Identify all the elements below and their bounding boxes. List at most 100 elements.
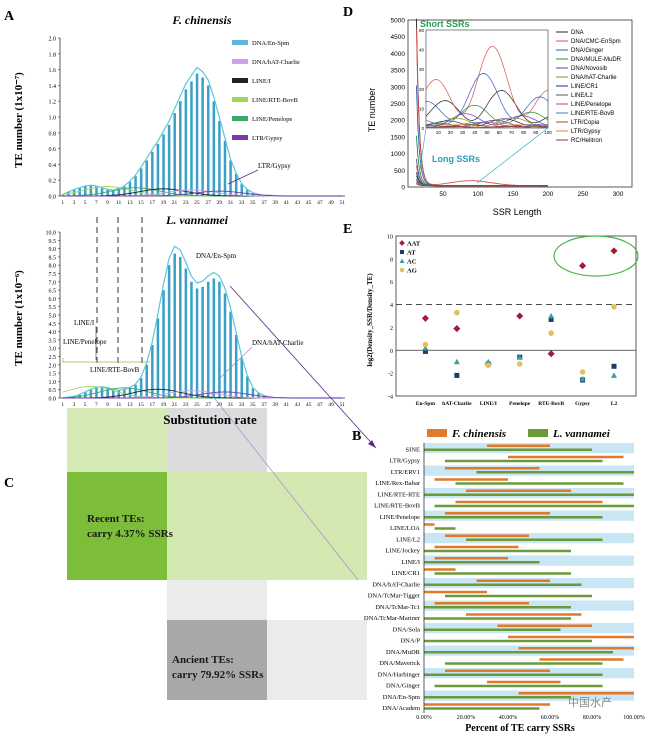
legend-marker [399,267,405,273]
x-tick-label: 43 [295,402,301,408]
row-band [424,600,634,611]
y-tick-label: 1000 [391,151,406,158]
range-bar-lv [424,448,592,451]
x-tick-label: 150 [508,191,519,198]
y-tick-label: -2 [388,372,393,378]
range-bar-fc [508,635,634,639]
y-tick-label: 0.6 [49,147,57,153]
range-bar-fc [518,692,634,695]
range-bar-fc [424,703,550,706]
row-band [424,623,634,634]
y-tick-label: 8.0 [49,264,57,270]
bar [218,281,221,398]
x-tick-label: 51 [339,402,345,408]
range-bar-lv [424,606,571,609]
ltr-gypsy-annotation: LTR/Gypsy [258,162,291,170]
legend-label: RC/Helitron [571,138,602,144]
x-tick-label: 37 [261,200,267,206]
x-tick-label: 100.00% [623,715,645,721]
bar [206,85,210,196]
row-band [424,701,634,712]
row-label: LINE/Penelope [380,514,421,521]
bar [134,176,137,196]
x-tick-label: 50 [439,191,447,198]
bottom-annotation-penelope: LINE/Penelope [63,338,107,346]
y-tick-label: 0.2 [49,179,57,185]
legend-label: F. chinensis [451,428,506,440]
legend-swatch [232,59,248,64]
inset-y-tick: 0 [421,126,424,131]
y-tick-label: 1.0 [49,116,57,122]
legend-label: LTR/Copia [571,120,600,126]
x-tick-label: 49 [328,402,334,408]
y-tick-label: 5.5 [49,305,57,311]
inset-line [425,90,549,124]
y-tick-label: 1.4 [49,84,57,90]
row-band [424,499,634,510]
bar [218,120,221,196]
panel-a-top-title: F. chinensis [171,13,231,27]
point-aat [453,325,461,333]
row-label: DNA/MuDR [386,649,421,656]
inset-y-tick: 20 [419,87,425,92]
x-tick-label: 19 [161,402,167,408]
bar [145,160,149,196]
panel-e-legend: AAT AT AC AG [399,240,421,275]
row-band [424,668,634,679]
x-tick-label: 25 [194,402,200,408]
row-band [424,510,634,521]
recent-te-box [67,472,167,580]
row-label: LTR/ERV1 [391,469,420,476]
legend-label: LTR/Gypsy [571,129,601,135]
y-tick-label: 10.0 [46,231,57,237]
range-bar-fc [466,613,582,616]
panel-a-bottom-chart: L. vannamei TE number (1x10⁻⁶) 0.0 0.5 1.0… [13,213,345,427]
legend-label: LTR/Gypsy [252,135,283,142]
y-tick-label: 6.5 [49,289,57,295]
panel-letter-e: E [343,222,352,237]
bar [234,334,238,398]
row-label: LINE/RTE-RTE [377,491,420,498]
y-tick-label: 2.5 [49,355,57,361]
bar [190,81,193,196]
y-tick-label: -4 [388,395,393,401]
panel-b-xlabel: Percent of TE carry SSRs [465,723,575,734]
panel-d-legend: DNA DNA/CMC-EnSpm DNA/Ginger DNA/MULE-MuDR D… [556,30,622,144]
inset-x-tick: 50 [484,130,490,135]
bar [151,151,154,196]
y-tick-label: 1.0 [49,380,57,386]
legend-swatch [232,40,248,45]
point-aat [547,350,555,358]
inset-line [426,73,549,120]
y-tick-label: 6.0 [49,297,57,303]
range-bar-lv [455,482,624,485]
y-tick-label: 1.8 [49,52,57,58]
y-tick-label: 7.5 [49,272,57,278]
range-bar-fc [487,680,561,684]
legend-label: LINE/RTE-BovB [571,111,614,117]
x-tick-label: 5 [84,200,87,206]
row-label: LINE/RTE-BovB [374,503,420,510]
x-category-label: Penelope [509,401,531,407]
range-bar-fc [455,500,603,504]
y-tick-label: 4.0 [49,330,57,336]
inset-x-tick: 80 [521,130,527,135]
x-tick-label: 47 [317,402,323,408]
y-tick-label: 7.0 [49,280,57,286]
range-bar-lv [445,594,592,598]
row-band [424,533,634,544]
bar [128,388,132,398]
point-aat [610,247,618,255]
range-bar-fc [518,647,634,650]
range-bar-fc [508,455,624,459]
inset-y-tick: 50 [419,28,425,33]
row-label: LINE/L2 [396,536,420,543]
range-bar-lv [424,651,613,654]
row-label: LINE/Jockey [385,548,420,555]
ssr-length-line [415,165,548,187]
legend-label: L. vannamei [552,428,611,440]
row-label: LINE/CR1 [391,570,420,577]
x-tick-label: 5 [84,402,87,408]
y-tick-label: 3.5 [49,338,57,344]
row-band [424,645,634,656]
